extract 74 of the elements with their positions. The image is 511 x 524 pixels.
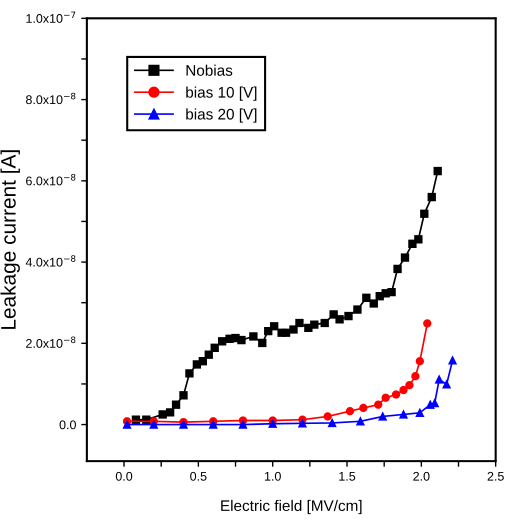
point [344, 312, 353, 320]
point [166, 408, 174, 417]
x-tick-label: 0.5 [190, 472, 207, 481]
point [204, 350, 213, 359]
y-tick-label: 8.0x10$^{−8}$ [26, 92, 76, 104]
point [392, 390, 400, 399]
point [289, 325, 298, 334]
point [420, 210, 428, 218]
point [218, 337, 226, 346]
point [298, 419, 307, 428]
y-tick-label: 1.0x10$^{−7}$ [26, 12, 76, 23]
point [393, 264, 402, 274]
point [179, 420, 188, 429]
legend-label: bias 20 [V] [186, 108, 256, 123]
point [210, 344, 219, 352]
point [411, 372, 420, 380]
point [416, 357, 424, 366]
point [423, 319, 432, 328]
point [270, 322, 278, 330]
point [356, 417, 365, 426]
point [399, 386, 408, 394]
point [428, 192, 436, 202]
point [179, 391, 188, 400]
point [346, 406, 354, 416]
point [400, 253, 410, 262]
x-tick-label: 1.0 [264, 472, 281, 481]
point [387, 288, 396, 296]
point [237, 336, 246, 344]
point [435, 375, 444, 384]
y-tick-label: 0.0 [60, 420, 76, 430]
point [150, 420, 158, 429]
point [414, 235, 423, 244]
point [258, 338, 266, 348]
point [362, 294, 371, 302]
x-tick-label: 1.5 [339, 472, 356, 481]
point [172, 400, 180, 409]
y-tick-label: 2.0x10$^{−8}$ [26, 336, 76, 348]
point [353, 305, 362, 314]
point [209, 420, 218, 429]
point [268, 420, 277, 428]
point [399, 410, 408, 419]
point [382, 394, 390, 402]
point [158, 410, 167, 419]
point [249, 332, 258, 341]
x-tick-label: 2.5 [488, 472, 504, 481]
point [448, 356, 457, 365]
point [328, 418, 336, 428]
point [370, 299, 378, 308]
legend-label: bias 10 [V] [186, 86, 256, 101]
point [405, 380, 414, 390]
point [238, 420, 248, 429]
point [264, 326, 272, 336]
point [122, 420, 132, 429]
point [416, 408, 424, 417]
point [442, 380, 451, 389]
point [282, 328, 290, 337]
point [185, 369, 194, 378]
x-axis-title: Electric field [MV/cm] [221, 500, 362, 514]
y-axis-title: Leakage current [A] [0, 150, 20, 329]
point [434, 166, 442, 176]
point [324, 412, 332, 421]
point [374, 400, 382, 409]
legend-label: Nobias [186, 64, 232, 76]
point [295, 318, 304, 328]
point [320, 318, 329, 328]
point [310, 320, 318, 329]
x-tick-label: 0.0 [116, 472, 132, 481]
x-tick-label: 2.0 [413, 472, 430, 481]
point [359, 404, 368, 412]
y-tick-label: 4.0x10$^{−8}$ [26, 255, 76, 267]
point [378, 412, 387, 421]
y-tick-label: 6.0x10$^{−8}$ [26, 174, 76, 186]
point [335, 315, 344, 324]
point [198, 357, 207, 366]
